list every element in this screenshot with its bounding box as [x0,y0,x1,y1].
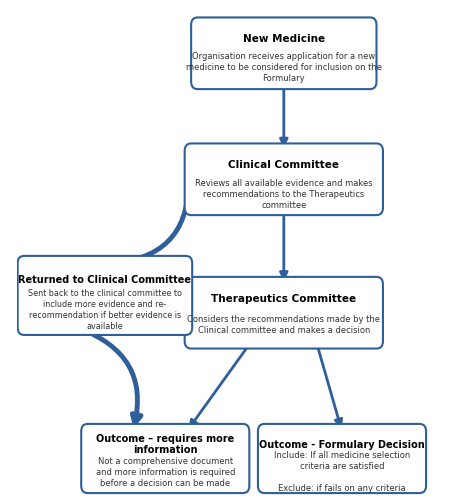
Text: Therapeutics Committee: Therapeutics Committee [211,294,357,304]
Text: Include: If all medicine selection
criteria are satisfied

Exclude: if fails on : Include: If all medicine selection crite… [274,451,410,494]
Text: Reviews all available evidence and makes
recommendations to the Therapeutics
com: Reviews all available evidence and makes… [195,178,373,210]
FancyBboxPatch shape [81,424,249,493]
FancyBboxPatch shape [191,18,377,89]
FancyBboxPatch shape [18,256,192,335]
Text: Outcome - Formulary Decision: Outcome - Formulary Decision [259,440,425,450]
Text: Organisation receives application for a new
medicine to be considered for inclus: Organisation receives application for a … [186,52,382,82]
Text: Outcome – requires more
information: Outcome – requires more information [96,434,234,456]
Text: Not a comprehensive document
and more information is required
before a decision : Not a comprehensive document and more in… [96,456,235,488]
Text: Clinical Committee: Clinical Committee [228,160,339,170]
Text: Sent back to the clinical committee to
include more evidence and re-
recommendat: Sent back to the clinical committee to i… [28,289,182,332]
FancyBboxPatch shape [258,424,426,493]
Text: New Medicine: New Medicine [243,34,325,44]
Text: Considers the recommendations made by the
Clinical committee and makes a decisio: Considers the recommendations made by th… [187,315,380,335]
FancyBboxPatch shape [185,277,383,348]
Text: Returned to Clinical Committee: Returned to Clinical Committee [18,274,191,284]
FancyBboxPatch shape [185,144,383,215]
